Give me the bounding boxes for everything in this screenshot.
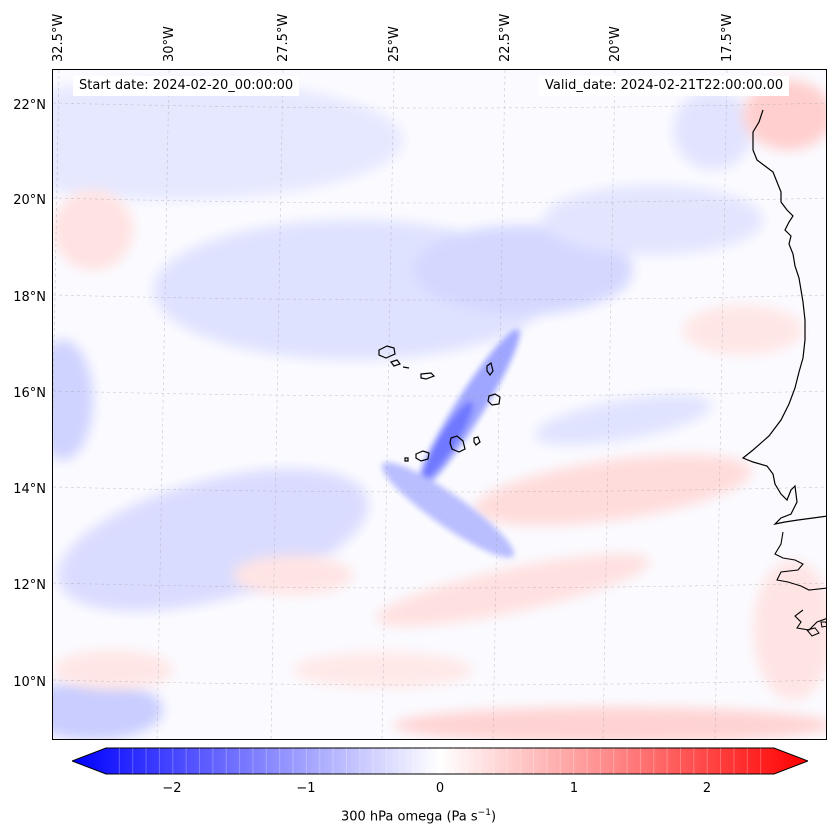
parallel-line xyxy=(53,197,826,204)
map-panel xyxy=(52,69,827,740)
lon-label-22-5w: 22.5°W xyxy=(498,13,513,62)
colorbar xyxy=(72,747,808,775)
lat-label-20n: 20°N xyxy=(13,193,46,208)
omega-field-map xyxy=(53,70,826,739)
meridian-line xyxy=(156,70,170,739)
lon-label-17-5w: 17.5°W xyxy=(720,13,735,62)
valid-date-label: Valid_date: 2024-02-21T22:00:00.00 xyxy=(539,76,790,96)
meridian-line xyxy=(602,70,616,739)
lon-label-27-5w: 27.5°W xyxy=(276,13,291,62)
meridian-line xyxy=(381,70,395,739)
parallel-line xyxy=(53,582,826,589)
lat-label-12n: 12°N xyxy=(13,578,46,593)
colorbar-label-main: 300 hPa omega (Pa s xyxy=(340,809,478,825)
colorbar-tick-2: 2 xyxy=(702,781,712,796)
lon-label-25w: 25°W xyxy=(387,26,402,62)
parallel-line xyxy=(53,679,826,686)
gambia-senegal-coast xyxy=(774,531,826,591)
start-date-label: Start date: 2024-02-20_00:00:00 xyxy=(73,76,300,96)
lat-label-22n: 22°N xyxy=(13,98,46,113)
meridian-line xyxy=(492,70,506,739)
parallel-line xyxy=(53,486,826,493)
lon-label-32-5w: 32.5°W xyxy=(51,13,66,62)
guinea-bissau-coast xyxy=(794,609,826,631)
lat-label-16n: 16°N xyxy=(13,386,46,401)
cabo-verde-islands xyxy=(378,345,501,462)
meridian-line xyxy=(270,70,284,739)
colorbar-tick-minus1: −1 xyxy=(296,781,316,796)
parallel-line xyxy=(53,390,826,397)
strong-ascent-band xyxy=(381,329,520,558)
lat-label-18n: 18°N xyxy=(13,290,46,305)
lon-label-30w: 30°W xyxy=(162,26,177,62)
colorbar-tick-minus2: −2 xyxy=(162,781,182,796)
africa-coastline xyxy=(741,109,826,525)
parallel-line xyxy=(53,102,826,109)
lat-label-14n: 14°N xyxy=(13,482,46,497)
parallel-line xyxy=(53,294,826,301)
colorbar-label-exponent: −1 xyxy=(477,808,491,818)
bijagos-islands xyxy=(806,621,826,637)
meridian-line xyxy=(714,70,728,739)
colorbar-tick-1: 1 xyxy=(569,781,579,796)
lon-label-20w: 20°W xyxy=(608,26,623,62)
colorbar-tick-0: 0 xyxy=(435,781,445,796)
colorbar-label-end: ) xyxy=(490,809,497,825)
colorbar-label: 300 hPa omega (Pa s−1) xyxy=(0,808,837,824)
lat-label-10n: 10°N xyxy=(13,675,46,690)
positive-omega-regions xyxy=(53,80,826,739)
colorbar-body xyxy=(72,747,808,775)
map-gridlines xyxy=(53,70,826,739)
